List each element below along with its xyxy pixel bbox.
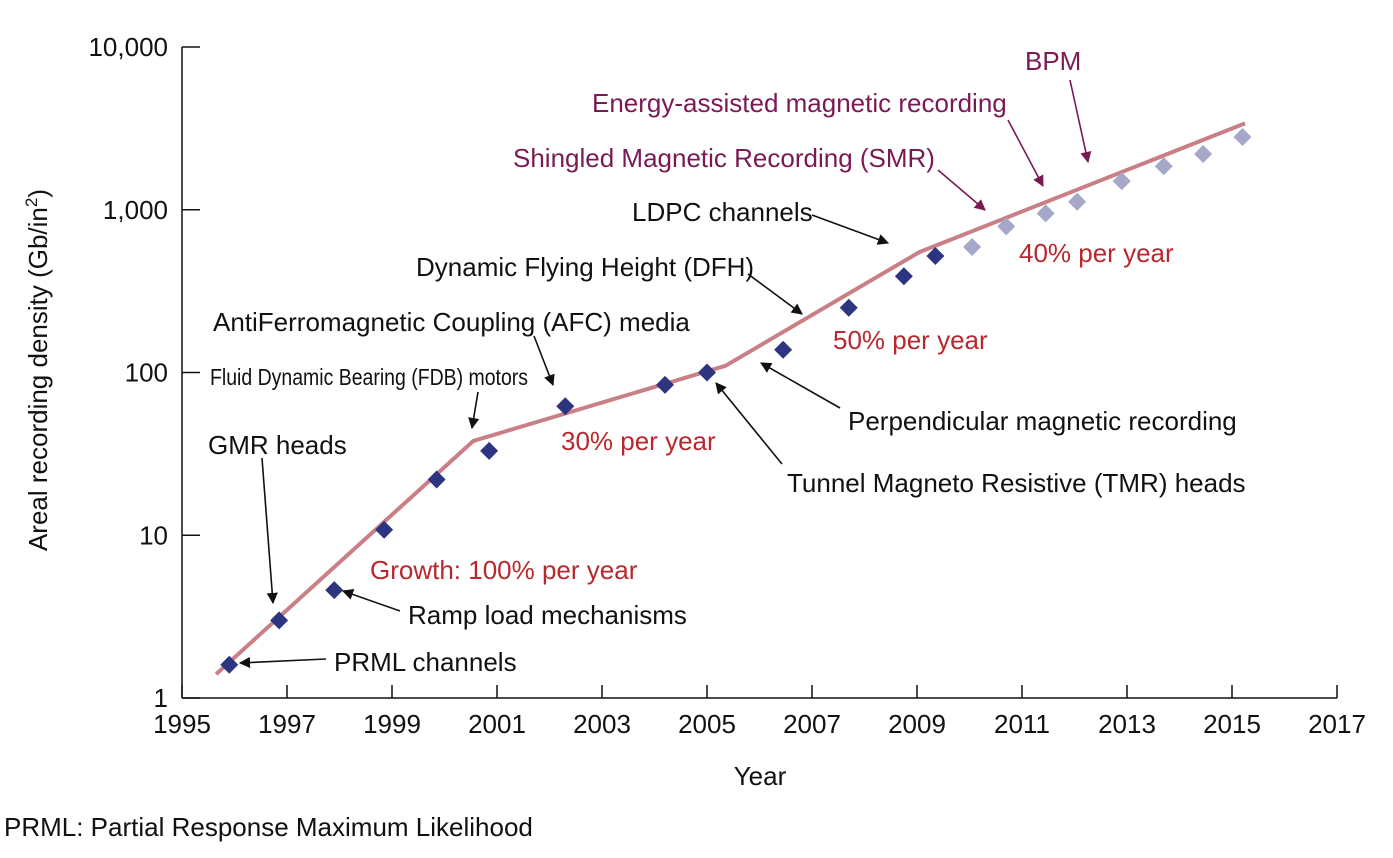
data-point-actual (270, 611, 289, 630)
label-prml: PRML channels (334, 647, 517, 677)
data-point-actual (774, 340, 793, 359)
arrow-ldpc (811, 214, 890, 245)
label-ramp-load: Ramp load mechanisms (408, 600, 687, 630)
x-tick-label: 2001 (468, 709, 526, 739)
x-tick-label: 1999 (363, 709, 421, 739)
label-rate-40: 40% per year (1019, 238, 1174, 268)
data-points (220, 127, 1252, 674)
arrow-tmr (715, 382, 783, 465)
arrow-dfh (747, 273, 803, 315)
x-tick-label: 2015 (1203, 709, 1261, 739)
data-point-actual (556, 397, 575, 416)
y-tick-label: 1 (154, 683, 168, 713)
label-fdb: Fluid Dynamic Bearing (FDB) motors (210, 364, 528, 390)
x-tick-label: 2011 (994, 709, 1050, 739)
data-point-actual (427, 470, 446, 489)
y-axis-title-end: ) (23, 189, 53, 198)
chart: 1995 1997 1999 2001 2003 2005 2007 2009 2011 2013… (22, 32, 1366, 791)
data-point-projected (963, 238, 982, 257)
data-point-projected (1036, 204, 1055, 223)
label-bpm: BPM (1025, 46, 1081, 76)
label-rate-100: Growth: 100% per year (370, 555, 638, 585)
footnote: PRML: Partial Response Maximum Likelihoo… (4, 812, 533, 842)
y-tick-label: 100 (125, 358, 168, 388)
data-point-actual (375, 520, 394, 539)
arrow-bpm (1069, 79, 1092, 164)
data-point-projected (1068, 192, 1087, 211)
data-point-projected (1233, 127, 1252, 146)
x-ticks: 1995 1997 1999 2001 2003 2005 2007 2009 2011 2013… (153, 685, 1366, 739)
x-tick-label: 1997 (258, 709, 316, 739)
data-point-actual (839, 298, 858, 317)
y-tick-label: 10 (139, 520, 168, 550)
x-axis-title: Year (734, 761, 787, 791)
data-point-actual (926, 246, 945, 265)
data-point-projected (1112, 172, 1131, 191)
arrow-gmr (261, 457, 278, 605)
data-point-actual (656, 375, 674, 394)
label-energy-assisted: Energy-assisted magnetic recording (592, 88, 1007, 118)
axes: 1995 1997 1999 2001 2003 2005 2007 2009 2011 2013… (88, 32, 1365, 739)
label-ldpc: LDPC channels (632, 197, 813, 227)
x-tick-label: 2013 (1098, 709, 1156, 739)
label-dfh: Dynamic Flying Height (DFH) (416, 252, 754, 282)
y-axis-title-main: Areal recording density (Gb/in (23, 207, 53, 551)
y-axis-title: Areal recording density (Gb/in2) (22, 189, 53, 551)
arrow-smr (937, 169, 986, 211)
x-tick-label: 2003 (573, 709, 631, 739)
y-tick-label: 10,000 (88, 32, 168, 62)
data-point-actual (220, 655, 239, 674)
annotation-labels: BPM Energy-assisted magnetic recording S… (208, 46, 1246, 677)
data-point-actual (894, 267, 913, 286)
arrow-energy (1007, 119, 1044, 187)
data-point-actual (480, 441, 499, 460)
arrow-fdb (468, 391, 480, 430)
trend-line (214, 121, 1246, 676)
y-ticks: 1 10 100 1,000 10,000 (88, 32, 200, 713)
arrow-ramp (341, 589, 401, 612)
data-point-actual (325, 581, 344, 600)
annotation-arrows (238, 79, 1092, 669)
y-axis-title-sup: 2 (22, 198, 41, 207)
x-tick-label: 2007 (783, 709, 841, 739)
data-point-actual (698, 363, 716, 382)
x-tick-label: 1995 (153, 709, 211, 739)
label-afc: AntiFerromagnetic Coupling (AFC) media (213, 307, 690, 337)
label-tmr: Tunnel Magneto Resistive (TMR) heads (787, 468, 1246, 498)
arrow-afc (533, 335, 555, 387)
arrow-perp (760, 362, 841, 409)
label-rate-30: 30% per year (561, 426, 716, 456)
data-point-projected (997, 217, 1016, 236)
label-rate-50: 50% per year (833, 325, 988, 355)
data-point-projected (1194, 145, 1213, 164)
y-tick-label: 1,000 (103, 195, 168, 225)
x-tick-label: 2005 (678, 709, 736, 739)
arrow-prml (238, 656, 327, 669)
label-gmr: GMR heads (208, 430, 347, 460)
label-smr: Shingled Magnetic Recording (SMR) (513, 143, 935, 173)
x-tick-label: 2017 (1308, 709, 1366, 739)
data-point-projected (1154, 157, 1173, 176)
x-tick-label: 2009 (888, 709, 946, 739)
label-perpendicular: Perpendicular magnetic recording (848, 406, 1237, 436)
